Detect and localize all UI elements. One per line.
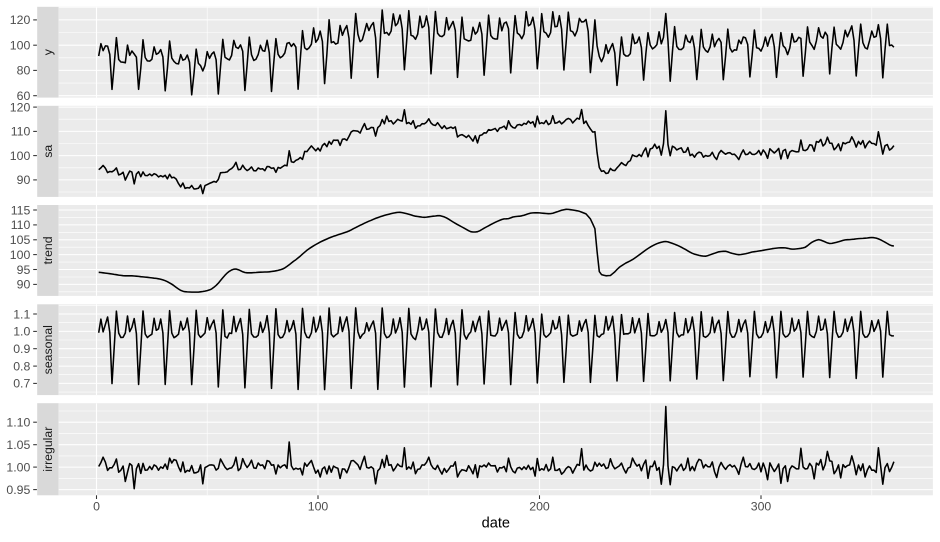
svg-text:115: 115 <box>11 203 31 217</box>
svg-text:110: 110 <box>11 218 31 232</box>
svg-text:1.05: 1.05 <box>6 438 30 452</box>
svg-text:0.7: 0.7 <box>13 377 30 391</box>
svg-text:sa: sa <box>41 145 55 158</box>
svg-text:seasonal: seasonal <box>41 325 55 374</box>
svg-text:1.00: 1.00 <box>6 460 30 474</box>
svg-text:1.1: 1.1 <box>13 307 30 321</box>
svg-text:date: date <box>482 515 510 531</box>
svg-text:120: 120 <box>10 100 31 114</box>
svg-text:y: y <box>41 48 55 55</box>
svg-text:0.8: 0.8 <box>13 359 30 373</box>
svg-text:300: 300 <box>751 499 772 513</box>
svg-text:irregular: irregular <box>41 427 55 472</box>
svg-text:100: 100 <box>10 39 31 53</box>
svg-text:105: 105 <box>10 233 31 247</box>
svg-text:100: 100 <box>10 149 31 163</box>
svg-text:90: 90 <box>17 278 31 292</box>
svg-text:110: 110 <box>11 125 31 139</box>
svg-text:0: 0 <box>93 499 100 513</box>
svg-text:60: 60 <box>17 89 31 103</box>
svg-text:120: 120 <box>10 13 31 27</box>
svg-text:100: 100 <box>10 248 31 262</box>
svg-text:1.0: 1.0 <box>13 325 30 339</box>
svg-text:90: 90 <box>17 173 31 187</box>
svg-text:95: 95 <box>17 263 31 277</box>
svg-text:80: 80 <box>17 64 31 78</box>
svg-text:1.10: 1.10 <box>6 416 30 430</box>
svg-text:0.9: 0.9 <box>13 342 30 356</box>
svg-text:100: 100 <box>308 499 329 513</box>
svg-text:200: 200 <box>529 499 550 513</box>
svg-text:trend: trend <box>41 236 55 264</box>
svg-text:0.95: 0.95 <box>6 483 30 497</box>
